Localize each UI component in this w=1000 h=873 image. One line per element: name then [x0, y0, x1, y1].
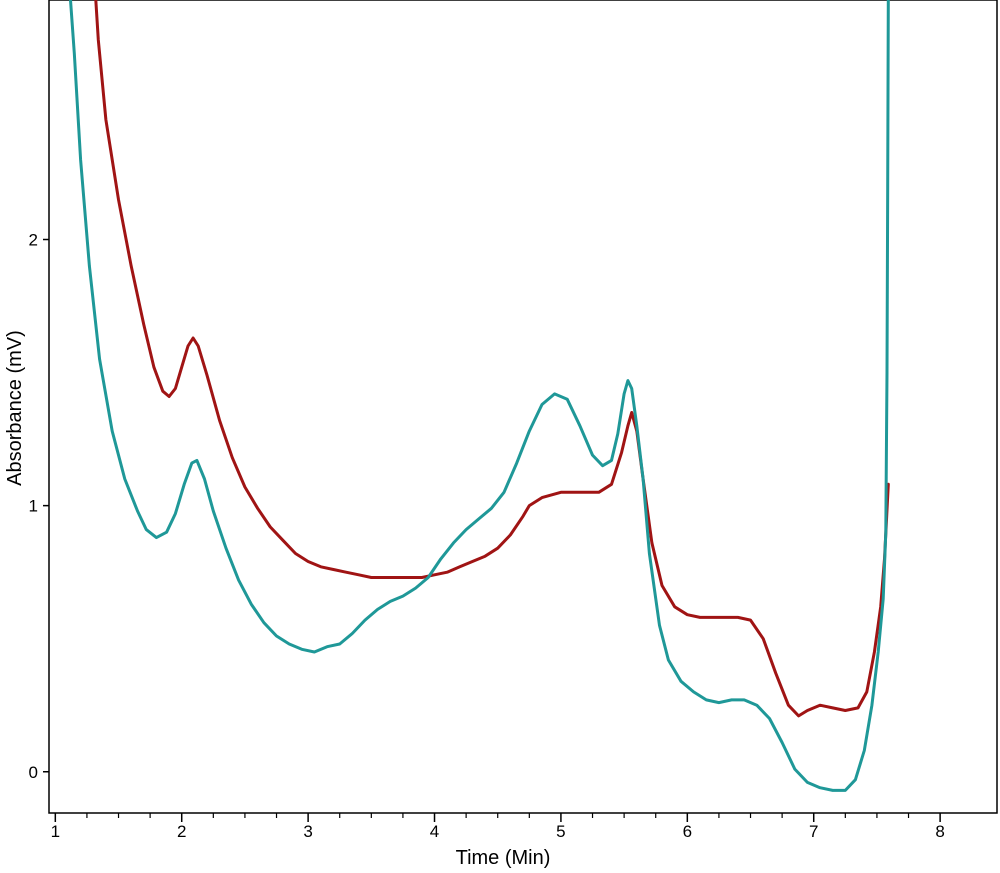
series-layer	[69, 0, 890, 792]
x-tick-label: 3	[303, 822, 312, 841]
series-line-2	[69, 0, 890, 792]
x-axis-title: Time (Min)	[456, 847, 551, 869]
y-tick-label: 0	[29, 763, 38, 782]
y-tick-label: 2	[29, 231, 38, 250]
y-tick-label: 1	[29, 497, 38, 516]
series-line-1	[94, 0, 890, 718]
plot-frame	[48, 0, 998, 814]
x-axis: 1 2 3 4 5 6 7 8	[51, 813, 945, 841]
x-tick-label: 1	[51, 822, 60, 841]
y-axis-title: Absorbance (mV)	[4, 330, 26, 486]
x-tick-label: 5	[556, 822, 565, 841]
y-axis: 0 1 2	[29, 231, 49, 782]
x-tick-label: 4	[430, 822, 439, 841]
x-tick-label: 6	[683, 822, 692, 841]
x-tick-label: 7	[809, 822, 818, 841]
x-tick-label: 8	[935, 822, 944, 841]
x-tick-label: 2	[177, 822, 186, 841]
